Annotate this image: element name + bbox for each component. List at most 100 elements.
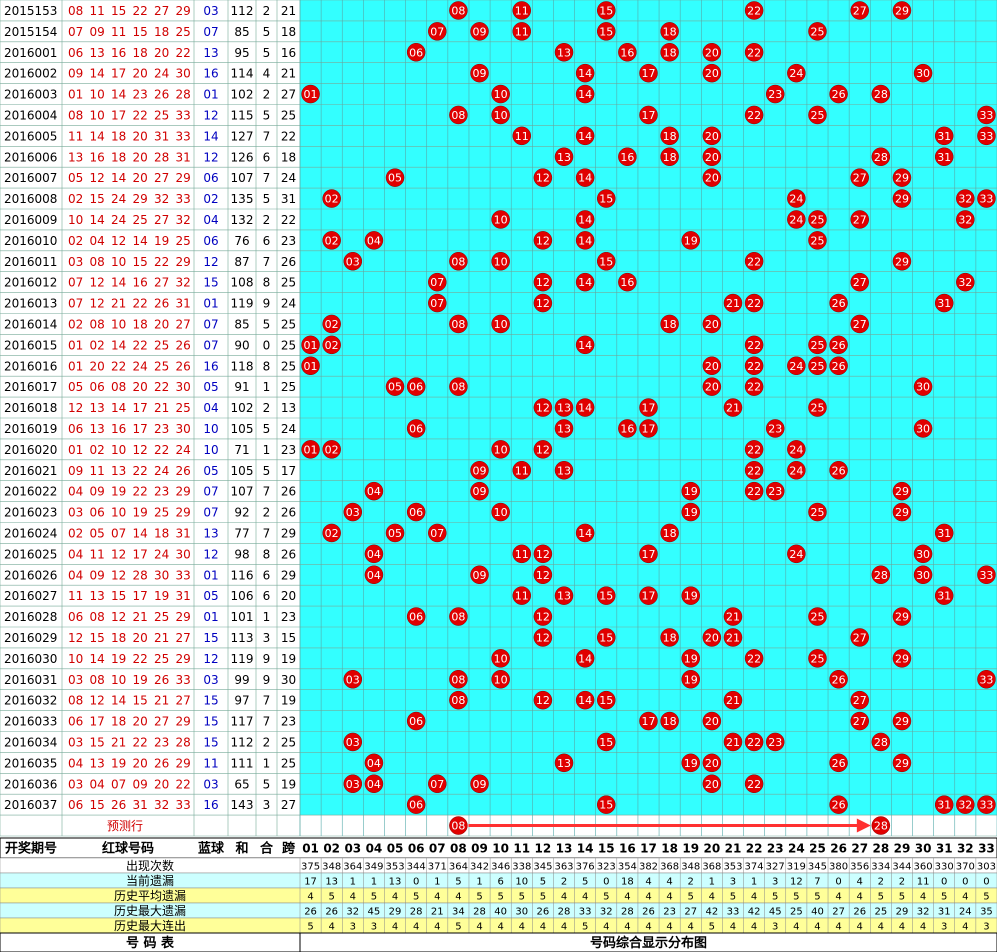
ball-number: 14 — [578, 88, 592, 101]
ball — [723, 732, 743, 752]
ball — [364, 753, 384, 773]
red-number: 08 — [90, 610, 105, 624]
ball-number: 14 — [578, 694, 592, 707]
stats-value: 368 — [702, 862, 721, 873]
ball-number: 22 — [747, 443, 761, 456]
ball — [850, 272, 869, 292]
ball-number: 33 — [979, 673, 993, 686]
ball-number: 21 — [726, 297, 740, 310]
blue-number: 07 — [203, 485, 218, 499]
red-number: 33 — [176, 568, 191, 582]
stats-value: 4 — [878, 922, 884, 933]
ball — [449, 377, 468, 396]
ball-number: 32 — [958, 276, 972, 289]
stats-value: 4 — [666, 877, 672, 888]
stats-value: 1 — [709, 877, 715, 888]
ball — [597, 586, 616, 605]
ball-number: 19 — [684, 485, 698, 498]
ball — [744, 481, 764, 501]
stats-value: 4 — [920, 922, 926, 933]
ball-number: 20 — [705, 46, 719, 59]
ball-number: 24 — [789, 548, 803, 561]
ball-number: 03 — [346, 506, 360, 519]
red-number: 17 — [133, 401, 148, 415]
ball — [428, 523, 447, 543]
ball — [765, 481, 785, 501]
red-number: 20 — [133, 756, 148, 770]
red-number: 07 — [68, 276, 83, 290]
ball — [808, 398, 827, 417]
red-number: 10 — [111, 317, 126, 331]
red-number: 13 — [90, 401, 105, 415]
ball-number: 17 — [642, 67, 656, 80]
red-number: 31 — [176, 589, 191, 603]
ball-number: 33 — [979, 569, 993, 582]
ball-number: 08 — [451, 4, 465, 17]
ball — [765, 84, 785, 104]
ball — [343, 252, 363, 271]
cell-span: 23 — [281, 443, 296, 457]
stats-value: 25 — [874, 907, 887, 918]
stats-value: 5 — [455, 877, 461, 888]
ball-number: 15 — [599, 590, 613, 603]
red-number: 04 — [90, 234, 105, 248]
ball — [618, 147, 637, 166]
cell-sum: 105 — [231, 422, 254, 436]
ball — [660, 43, 679, 62]
cell-odd: 5 — [263, 317, 271, 331]
ball — [385, 523, 405, 543]
ball-number: 08 — [451, 255, 465, 268]
red-number: 24 — [176, 443, 191, 457]
cell-sum: 112 — [231, 4, 254, 18]
ball-number: 20 — [705, 172, 719, 185]
stats-value: 4 — [561, 922, 567, 933]
red-number: 22 — [133, 485, 148, 499]
ball — [533, 272, 553, 292]
ball — [913, 63, 933, 83]
blue-number: 11 — [203, 756, 218, 770]
red-number: 08 — [90, 673, 105, 687]
ball-number: 09 — [473, 464, 487, 477]
ball — [470, 565, 489, 584]
stats-value: 7 — [814, 877, 820, 888]
ball-number: 18 — [663, 46, 677, 59]
ball — [533, 628, 553, 647]
stats-value: 32 — [346, 907, 359, 918]
cell-span: 15 — [281, 631, 296, 645]
cell-odd: 2 — [263, 213, 271, 227]
red-number: 31 — [154, 129, 169, 143]
stats-value: 363 — [554, 862, 573, 873]
ball-number: 33 — [979, 109, 993, 122]
blue-number: 12 — [203, 108, 218, 122]
red-number: 09 — [90, 25, 105, 39]
cell-odd: 5 — [263, 46, 271, 60]
ball-number: 22 — [747, 736, 761, 749]
period: 2016034 — [4, 735, 57, 749]
ball — [702, 711, 722, 731]
ball — [681, 502, 700, 522]
ball — [808, 231, 827, 250]
ball — [428, 293, 447, 313]
ball-number: 13 — [557, 402, 571, 415]
red-number: 01 — [68, 338, 83, 352]
red-number: 26 — [176, 464, 191, 478]
red-number: 10 — [111, 673, 126, 687]
footer-left: 号 码 表 — [126, 935, 175, 951]
stats-value: 24 — [959, 907, 972, 918]
ball-number: 31 — [937, 130, 951, 143]
cell-odd: 7 — [263, 694, 271, 708]
ball-number: 28 — [874, 88, 888, 101]
ball-number: 15 — [599, 631, 613, 644]
ball — [512, 126, 532, 146]
cell-odd: 2 — [263, 401, 271, 415]
stats-value: 5 — [455, 922, 461, 933]
ball-number: 22 — [747, 339, 761, 352]
red-number: 32 — [154, 192, 169, 206]
stats-value: 2 — [878, 877, 884, 888]
cell-span: 18 — [281, 150, 296, 164]
ball-number: 25 — [810, 611, 824, 624]
ball — [639, 586, 658, 605]
stats-value: 4 — [645, 892, 651, 903]
red-number: 06 — [90, 380, 105, 394]
ball — [639, 63, 658, 83]
